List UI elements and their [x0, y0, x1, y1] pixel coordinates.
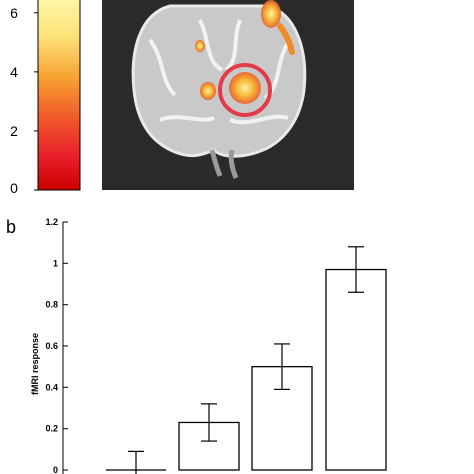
- brain-white-matter: [148, 19, 292, 125]
- colorbar-scale: [37, 0, 81, 191]
- colorbar-ticks: 0 2 4 6: [10, 5, 38, 196]
- y-tick-label: 0: [53, 465, 58, 474]
- activation-blob-left-striatum: [200, 82, 216, 100]
- highlight-circle: [218, 63, 272, 117]
- error-bar: [274, 343, 290, 390]
- brain-stem: [209, 149, 239, 179]
- y-axis-label: fMRI response: [30, 333, 40, 395]
- y-tick-label: 0.4: [45, 382, 58, 392]
- y-axis-ticks: 0 0.2 0.4 0.6 0.8 1 1.2: [45, 217, 68, 474]
- colorbar-tick-label: 6: [10, 5, 18, 21]
- colorbar-tick-label: 4: [10, 64, 18, 80]
- y-tick-label: 0.6: [45, 341, 58, 351]
- activation-blob-right-striatum: [229, 72, 261, 104]
- error-bars: [128, 246, 364, 474]
- colorbar: 0 2 4 6: [10, 0, 81, 196]
- activation-streak-cortex: [277, 23, 295, 55]
- bar-chart: 0 0.2 0.4 0.6 0.8 1 1.2 fMRI response: [30, 217, 387, 474]
- y-tick-label: 1: [53, 258, 58, 268]
- error-bar: [201, 403, 217, 442]
- colorbar-tick-label: 2: [10, 123, 18, 139]
- activation-blob-cortex-top: [261, 0, 281, 28]
- brain-image: [102, 0, 354, 190]
- y-tick-label: 1.2: [45, 217, 58, 227]
- bar: [325, 268, 387, 471]
- error-bar: [348, 246, 364, 293]
- error-bar: [128, 450, 144, 474]
- colorbar-tick-label: 0: [10, 180, 18, 196]
- y-tick-label: 0.8: [45, 300, 58, 310]
- activation-blob-frontal: [195, 40, 205, 52]
- panel-label-b: b: [6, 217, 16, 237]
- bars: [106, 268, 387, 471]
- y-tick-label: 0.2: [45, 424, 58, 434]
